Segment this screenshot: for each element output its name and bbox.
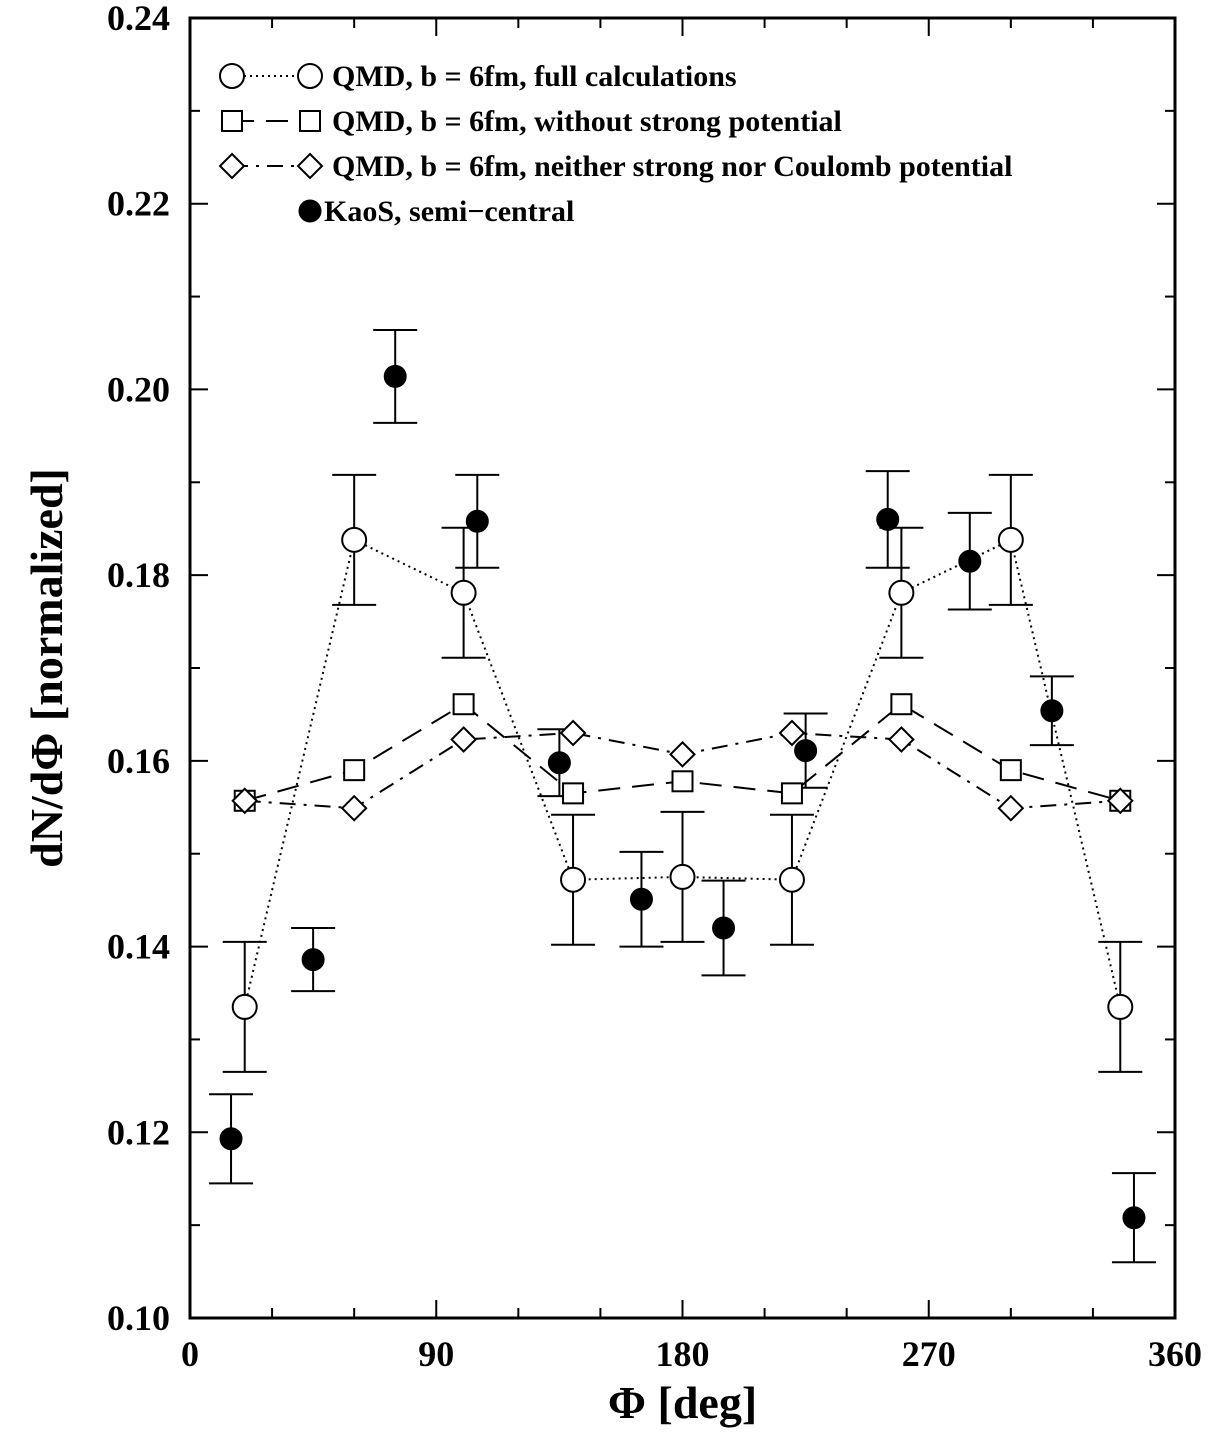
series-4-point — [1122, 1206, 1146, 1230]
series-3-point — [887, 726, 915, 753]
legend-entry-2-marker — [299, 110, 321, 132]
x-tick-label: 270 — [902, 1334, 956, 1374]
legend-entry-2-marker — [221, 110, 243, 132]
series-3-point — [559, 719, 587, 747]
legend-entry-3-marker — [296, 152, 324, 180]
series-4-point — [547, 751, 571, 775]
plot-frame — [188, 16, 1177, 1320]
series-2-point — [671, 770, 694, 793]
y-axis-title: dN/dΦ [normalized] — [21, 468, 72, 868]
series-4-point — [876, 507, 900, 531]
series-2-point — [999, 759, 1022, 782]
y-tick-label: 0.22 — [107, 184, 170, 224]
series-4-point — [712, 916, 736, 940]
series-1-point — [560, 866, 587, 893]
series-2-point — [562, 782, 585, 805]
y-tick-label: 0.16 — [107, 741, 170, 781]
y-tick-label: 0.10 — [107, 1298, 170, 1338]
series-1-point — [231, 993, 258, 1020]
series-2-point — [343, 759, 366, 782]
series-3-point — [778, 719, 806, 747]
series-3-point — [997, 794, 1025, 822]
series-3-point — [340, 794, 368, 822]
x-tick-label: 0 — [181, 1334, 199, 1374]
series-3-point — [450, 726, 478, 753]
legend-entry-4-label: KaoS, semi−central — [324, 195, 574, 228]
series-1-point — [778, 866, 805, 893]
x-tick-label: 360 — [1148, 1334, 1202, 1374]
legend: QMD, b = 6fm, full calculations QMD, b = … — [218, 60, 1012, 228]
data-markers — [219, 364, 1146, 1230]
legend-entry-4-marker — [298, 199, 322, 223]
series-1-point — [450, 579, 477, 606]
series-4-point — [383, 364, 407, 388]
legend-entry-1-marker — [297, 63, 323, 89]
series-4-point — [465, 509, 489, 533]
legend-entry-3-marker — [218, 152, 246, 180]
x-axis-title: Φ [deg] — [608, 1377, 757, 1428]
legend-entry-1-marker — [219, 63, 245, 89]
series-2-point — [890, 693, 913, 716]
legend-entry-3-label: QMD, b = 6fm, neither strong nor Coulomb… — [332, 150, 1012, 183]
series-4-point — [219, 1127, 243, 1151]
y-tick-label: 0.12 — [107, 1112, 170, 1152]
series-1-point — [341, 526, 368, 553]
series-3-point — [1106, 787, 1134, 815]
series-1-point — [997, 526, 1024, 553]
series-1-point — [1107, 993, 1134, 1020]
tick-labels: 0 90 180 270 360 0.10 0.12 0.14 0.16 0.18 0.20 0.22… — [107, 0, 1202, 1374]
series-4-point — [794, 739, 818, 763]
series-1-point — [669, 863, 696, 890]
legend-entry-2-label: QMD, b = 6fm, without strong potential — [332, 105, 842, 138]
x-tick-label: 90 — [418, 1334, 454, 1374]
series-1-point — [888, 579, 915, 606]
series-3-point — [231, 787, 259, 815]
series-4-point — [301, 948, 325, 972]
y-tick-label: 0.14 — [107, 927, 170, 967]
series-2-point — [780, 782, 803, 805]
y-tick-label: 0.18 — [107, 555, 170, 595]
y-tick-label: 0.24 — [107, 0, 170, 38]
series-4-point — [629, 887, 653, 911]
y-tick-label: 0.20 — [107, 369, 170, 409]
legend-entry-1-label: QMD, b = 6fm, full calculations — [332, 60, 737, 93]
error-bars — [209, 329, 1156, 1264]
series-3-point — [669, 740, 696, 768]
series-4-point — [1040, 699, 1064, 723]
x-tick-label: 180 — [656, 1334, 710, 1374]
series-4-point — [958, 549, 982, 573]
series-2-point — [452, 693, 475, 716]
